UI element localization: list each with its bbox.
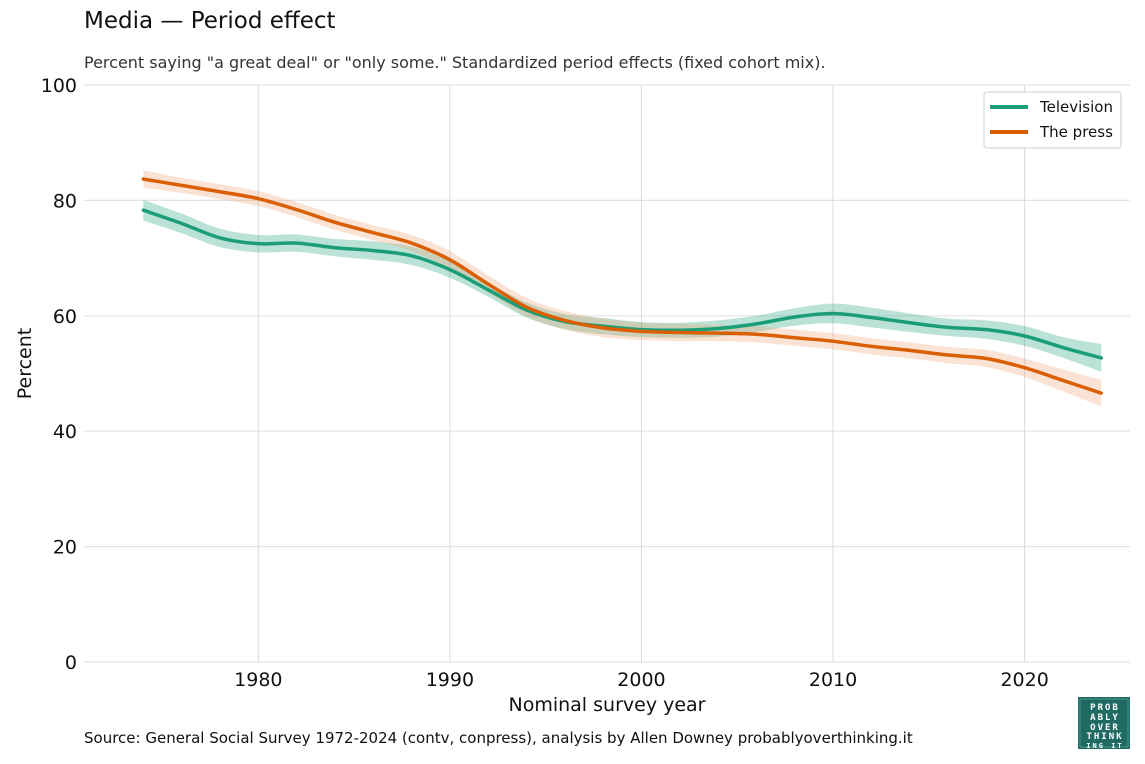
y-tick-label: 40: [53, 421, 77, 443]
y-tick-label: 0: [65, 652, 77, 674]
y-tick-label: 20: [53, 537, 77, 559]
confidence-band: [143, 170, 1102, 407]
x-tick-label: 2000: [617, 669, 665, 691]
y-tick-label: 80: [53, 190, 77, 212]
chart-subtitle: Percent saying "a great deal" or "only s…: [84, 53, 826, 72]
y-axis-label: Percent: [14, 328, 36, 400]
x-tick-label: 1990: [426, 669, 474, 691]
legend-label: The press: [1039, 123, 1113, 141]
series-line: [141, 177, 1104, 395]
svg-text:THINK: THINK: [1086, 732, 1123, 742]
svg-text:ING IT: ING IT: [1086, 742, 1123, 749]
x-tick-label: 1980: [234, 669, 282, 691]
x-tick-label: 2020: [1000, 669, 1048, 691]
svg-text:ABLY: ABLY: [1090, 713, 1120, 723]
x-tick-label: 2010: [809, 669, 857, 691]
chart-title: Media — Period effect: [84, 8, 336, 34]
source-note: Source: General Social Survey 1972-2024 …: [84, 729, 913, 747]
svg-text:OVER: OVER: [1090, 723, 1120, 733]
series-line: [141, 208, 1104, 360]
x-axis-label: Nominal survey year: [509, 694, 706, 716]
y-tick-label: 100: [41, 75, 77, 97]
legend-label: Television: [1039, 98, 1113, 116]
svg-text:PROB: PROB: [1090, 703, 1120, 713]
confidence-band: [143, 199, 1102, 372]
y-tick-label: 60: [53, 306, 77, 328]
logo-icon: PROB ABLY OVER THINK ING IT: [1078, 697, 1130, 750]
